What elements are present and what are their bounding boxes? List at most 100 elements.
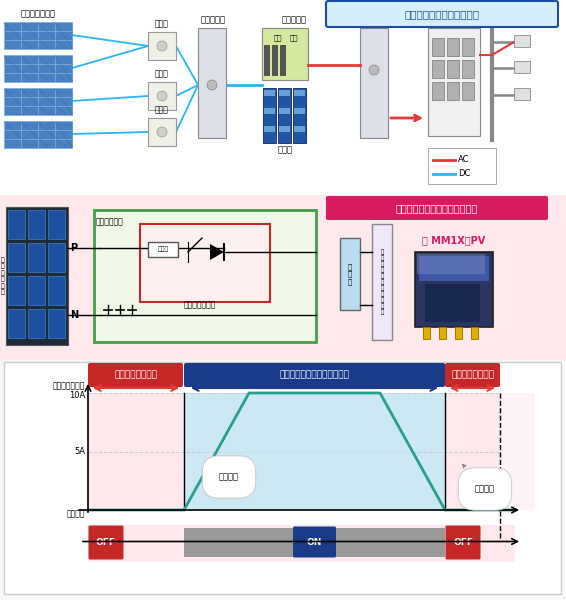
Bar: [263, 88, 276, 143]
Bar: [455, 327, 462, 339]
Text: P: P: [70, 243, 78, 253]
Text: 充電: 充電: [274, 35, 282, 41]
Bar: [48, 210, 65, 239]
Bar: [4, 88, 72, 115]
Circle shape: [369, 65, 379, 75]
Bar: [445, 393, 500, 510]
Bar: [360, 28, 388, 138]
Bar: [94, 210, 316, 342]
Text: 放電: 放電: [290, 35, 298, 41]
Bar: [264, 108, 275, 114]
Text: 接続笱の構成: 接続笱の構成: [96, 217, 124, 226]
Text: 接点状態: 接点状態: [66, 509, 85, 518]
Bar: [0, 195, 566, 360]
Bar: [340, 238, 360, 310]
Bar: [48, 243, 65, 272]
Bar: [417, 254, 485, 274]
Bar: [88, 525, 515, 562]
Bar: [514, 88, 530, 100]
Bar: [88, 393, 184, 510]
Text: 接続笱: 接続笱: [155, 19, 169, 28]
Text: 接続笱: 接続笱: [155, 105, 169, 114]
Bar: [425, 284, 480, 322]
Text: 太
陽
光
パ
ネ
ル: 太 陽 光 パ ネ ル: [1, 257, 5, 295]
Bar: [428, 28, 480, 136]
Bar: [184, 393, 445, 510]
Bar: [294, 90, 305, 96]
Text: N: N: [70, 310, 78, 320]
Polygon shape: [88, 393, 512, 510]
Text: 5A: 5A: [74, 447, 85, 456]
Bar: [28, 243, 45, 272]
FancyBboxPatch shape: [326, 196, 548, 220]
Text: ダイオード通電中: ダイオード通電中: [451, 370, 494, 379]
Bar: [148, 118, 176, 146]
Bar: [279, 126, 290, 132]
Text: ダイオード通電中: ダイオード通電中: [114, 370, 157, 379]
Text: 太陽光発電システムの概要: 太陽光発電システムの概要: [405, 9, 479, 19]
Bar: [4, 121, 72, 148]
Bar: [423, 327, 430, 339]
Text: 交流集電盤: 交流集電盤: [362, 16, 388, 25]
Bar: [462, 60, 474, 78]
Bar: [0, 0, 566, 195]
Bar: [48, 276, 65, 305]
Bar: [272, 45, 277, 75]
Bar: [372, 224, 392, 340]
Text: 逆流防止リレー: 逆流防止リレー: [184, 301, 216, 310]
Text: 蓄電池: 蓄電池: [277, 145, 293, 154]
Text: 復帰電流: 復帰電流: [462, 464, 495, 493]
Bar: [8, 243, 25, 272]
Text: 集
電
箱: 集 電 箱: [348, 263, 352, 285]
Text: リレー動作中（バイパス中）: リレー動作中（バイパス中）: [280, 370, 349, 379]
Text: 10A: 10A: [68, 391, 85, 400]
Bar: [6, 207, 68, 345]
Bar: [439, 327, 446, 339]
Text: OFF: OFF: [96, 538, 116, 547]
FancyBboxPatch shape: [88, 363, 183, 387]
Bar: [198, 28, 226, 138]
Bar: [28, 210, 45, 239]
Bar: [294, 126, 305, 132]
FancyBboxPatch shape: [445, 363, 500, 387]
Bar: [4, 22, 72, 49]
Bar: [279, 90, 290, 96]
Text: パ
ワ
ー
コ
ン
デ
ィ
シ
ョ
ナ
ー: パ ワ ー コ ン デ ィ シ ョ ナ ー: [380, 249, 384, 315]
FancyBboxPatch shape: [184, 363, 445, 387]
Text: 受配電盤: 受配電盤: [445, 16, 465, 25]
FancyBboxPatch shape: [293, 527, 336, 557]
Bar: [4, 362, 561, 594]
Bar: [262, 28, 308, 80]
FancyBboxPatch shape: [88, 526, 123, 559]
Bar: [500, 393, 535, 510]
Bar: [279, 108, 290, 114]
Text: DC: DC: [458, 169, 470, 179]
Bar: [8, 276, 25, 305]
Bar: [471, 327, 478, 339]
Bar: [462, 38, 474, 56]
Bar: [148, 82, 176, 110]
Bar: [432, 38, 444, 56]
Bar: [514, 61, 530, 73]
Bar: [264, 126, 275, 132]
Bar: [432, 60, 444, 78]
Bar: [184, 528, 445, 557]
Bar: [294, 108, 305, 114]
Bar: [28, 309, 45, 338]
Text: コイル: コイル: [157, 246, 169, 252]
Text: ソーラーパネル: ソーラーパネル: [20, 10, 55, 19]
Text: AC: AC: [458, 155, 470, 164]
Bar: [514, 35, 530, 47]
Bar: [278, 88, 291, 143]
Text: 直流集電盤: 直流集電盤: [200, 16, 225, 25]
Bar: [264, 90, 275, 96]
Text: 接続笱: 接続笱: [155, 69, 169, 78]
Bar: [4, 55, 72, 82]
Text: ON: ON: [307, 538, 322, 547]
Bar: [140, 224, 270, 302]
FancyBboxPatch shape: [326, 1, 558, 27]
Bar: [280, 45, 285, 75]
Bar: [8, 309, 25, 338]
Text: パワコン盤: パワコン盤: [281, 16, 307, 25]
Bar: [432, 82, 444, 100]
